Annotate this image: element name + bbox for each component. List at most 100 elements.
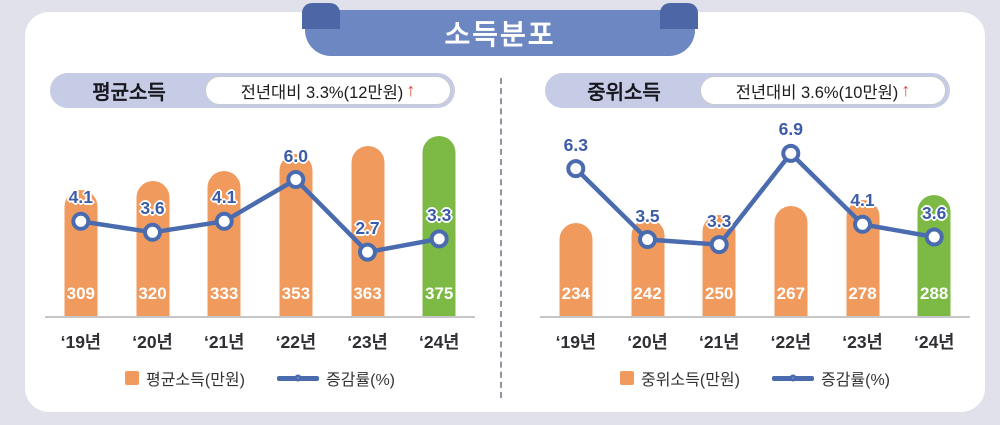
bar-column: 250 [683,118,755,316]
bar-‘20년: 242 [631,218,664,316]
growth-rate-value-label: 6.3 [563,134,588,155]
bar-value-label: 242 [633,284,662,303]
legend-item: 중위소득(만원) [619,366,740,390]
bar-column: 333 [188,118,260,316]
data-point-marker [781,143,801,163]
data-point-marker [214,211,234,231]
legend-item: 증감률(%) [276,366,396,390]
growth-line-layer [71,170,449,262]
panel-divider [500,78,502,398]
data-point-marker [429,229,449,249]
legend-label: 평균소득(만원) [145,372,245,389]
x-axis-label: ‘24년 [418,332,460,352]
growth-rate-value-label: 3.6 [922,203,947,223]
x-axis-label: ‘22년 [275,332,317,352]
legend-label: 증감률(%) [325,372,396,389]
bar-‘21년: 333 [207,170,241,316]
line-swatch-dot-icon [294,374,302,382]
bar-value-label: 234 [561,284,591,303]
growth-rate-value-label: 4.1 [212,187,237,208]
page-title: 소득분포 [444,19,556,50]
line-swatch-dot-icon [789,374,797,382]
x-axis-label: ‘19년 [60,332,102,352]
growth-rate-value-label: 4.1 [850,190,875,211]
bar-value-label: 320 [138,284,167,303]
line-swatch-icon [771,371,814,386]
bar-column: 242 [612,118,684,316]
x-axis-label: ‘23년 [347,332,388,352]
x-axis-label: ‘21년 [698,332,740,352]
bar-‘22년: 267 [774,205,808,316]
growth-rate-value-label: 3.5 [635,205,660,226]
bar-column: 234 [540,118,612,316]
yoy-change-text: 전년대비 3.3%(12만원) [240,83,404,102]
growth-rate-value-label: 6.0 [283,145,308,166]
yoy-change-badge: 전년대비 3.3%(12만원) ↑ [205,76,451,105]
bar-column: 320 [117,118,189,316]
legend: 중위소득(만원) 증감률(%) [540,366,970,390]
growth-rate-value-label: 3.3 [427,204,452,225]
data-point-marker [638,230,657,249]
growth-rate-value-label: 2.7 [355,218,380,239]
bar-‘19년: 309 [64,190,98,316]
title-banner: 소득분포 [302,3,698,56]
bar-‘24년: 375 [422,136,456,316]
x-axis-label: ‘20년 [132,332,173,352]
bar-column: 288 [898,118,970,316]
bar-value-label: 375 [425,284,454,303]
bar-column: 267 [755,118,827,316]
bar-‘23년: 363 [351,146,385,316]
x-axis: ‘19년 ‘20년 ‘21년 ‘22년 ‘23년 ‘24년 [540,322,970,354]
up-arrow-icon: ↑ [901,80,911,100]
data-point-marker [286,170,306,189]
bar-swatch-icon [124,371,139,385]
growth-rate-line [574,151,935,247]
data-point-marker [143,222,162,242]
growth-rate-value-label: 4.1 [68,187,93,208]
average-income-panel: 평균소득 전년대비 3.3%(12만원) ↑ 309 320 333 353 363 37… [45,73,475,390]
data-point-marker [71,211,91,231]
median-income-panel: 중위소득 전년대비 3.6%(10만원) ↑ 234 242 250 267 278 28… [540,73,970,390]
chart-header: 평균소득 전년대비 3.3%(12만원) ↑ [50,73,455,108]
legend: 평균소득(만원) 증감률(%) [45,366,475,390]
bar-value-label: 278 [848,284,877,303]
bar-column: 363 [332,118,404,316]
line-swatch-icon [276,371,319,386]
legend-item: 증감률(%) [771,366,890,390]
data-point-marker [709,235,729,255]
chart-area: 309 320 333 353 363 375 4.1 3.6 4.1 6.0 2.7 3.3 [45,118,475,318]
growth-rate-value-label: 3.3 [707,210,732,231]
bar-‘24년: 288 [917,195,951,316]
x-axis-label: ‘19년 [555,332,597,352]
x-axis-label: ‘24년 [913,332,955,352]
bar-column: 375 [403,118,475,316]
bar-value-label: 363 [353,284,382,303]
line-value-labels: 4.1 3.6 4.1 6.0 2.7 3.3 [45,118,475,316]
bar-‘20년: 320 [136,181,169,316]
legend-label: 중위소득(만원) [640,372,740,389]
x-axis-label: ‘23년 [842,332,883,352]
bar-swatch-icon [619,371,634,385]
data-point-marker [358,242,377,262]
data-point-marker [853,214,872,234]
growth-rate-value-label: 3.6 [140,198,165,219]
bar-value-label: 309 [66,284,96,303]
growth-line-layer [566,143,944,255]
data-point-marker [566,159,586,179]
legend-item: 평균소득(만원) [124,366,245,390]
bar-value-label: 250 [704,284,734,303]
panel-title: 중위소득 [587,82,661,104]
bar-series: 309 320 333 353 363 375 [45,118,475,316]
x-axis-label: ‘20년 [627,332,668,352]
growth-rate-value-label: 6.9 [778,119,803,140]
bar-series: 234 242 250 267 278 288 [540,118,970,316]
bar-value-label: 288 [920,284,949,303]
chart-area: 234 242 250 267 278 288 6.3 3.5 3.3 6.9 4.1 3.6 [540,118,970,318]
growth-rate-line [80,177,440,255]
bar-column: 309 [45,118,117,316]
bar-‘21년: 250 [702,214,736,316]
data-point-marker [924,227,944,247]
bar-value-label: 353 [281,284,311,303]
x-axis: ‘19년 ‘20년 ‘21년 ‘22년 ‘23년 ‘24년 [45,322,475,354]
bar-‘19년: 234 [559,223,593,316]
